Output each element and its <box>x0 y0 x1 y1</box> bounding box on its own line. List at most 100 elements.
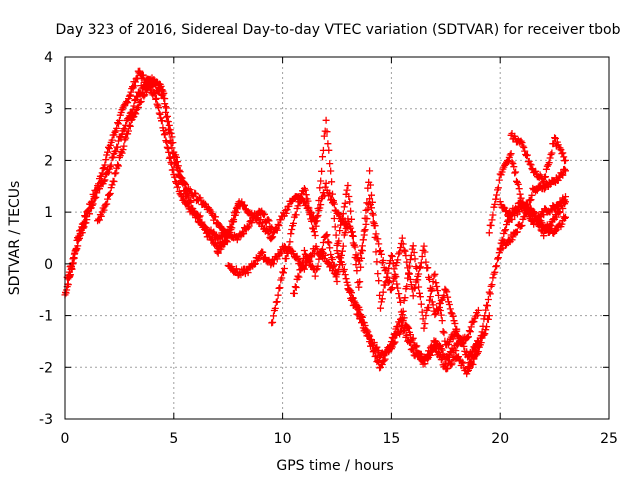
data-point <box>360 231 368 239</box>
axis-ticks <box>64 56 610 420</box>
data-point <box>167 139 175 147</box>
data-point <box>134 93 141 101</box>
data-point <box>520 144 528 151</box>
data-point <box>506 151 514 159</box>
data-point <box>494 254 502 262</box>
data-point <box>290 290 298 297</box>
data-point <box>507 150 515 158</box>
data-point <box>511 169 519 177</box>
data-point <box>169 150 177 158</box>
data-point <box>325 146 333 154</box>
data-point <box>230 216 238 224</box>
data-point <box>527 161 535 169</box>
data-point <box>430 272 438 280</box>
data-point <box>494 255 501 263</box>
data-point <box>362 220 370 228</box>
data-point <box>416 263 424 271</box>
data-point <box>261 210 268 218</box>
data-point <box>491 268 499 276</box>
data-point <box>395 290 403 298</box>
data-point <box>320 132 328 140</box>
data-point <box>474 306 482 314</box>
data-point <box>165 121 173 129</box>
data-point <box>466 328 474 336</box>
data-point <box>340 203 348 211</box>
data-point <box>313 217 321 225</box>
data-point <box>70 250 78 258</box>
data-point <box>287 230 295 238</box>
data-point <box>368 191 375 199</box>
data-point <box>310 228 318 236</box>
data-point <box>244 269 252 277</box>
data-point <box>541 185 549 193</box>
data-point <box>331 223 339 231</box>
data-point <box>125 92 133 100</box>
data-point <box>319 153 326 161</box>
data-point <box>311 232 319 239</box>
data-point <box>453 325 461 333</box>
data-point <box>341 271 349 279</box>
data-point <box>307 208 315 216</box>
x-tick-label: 15 <box>382 431 400 447</box>
data-point <box>232 265 240 273</box>
data-point <box>292 284 300 291</box>
data-point <box>406 276 414 283</box>
data-point <box>309 224 316 232</box>
data-point <box>420 324 428 332</box>
data-point <box>346 198 354 206</box>
data-point <box>428 298 436 306</box>
data-point <box>275 222 283 230</box>
data-point <box>214 249 222 257</box>
data-point <box>339 242 347 250</box>
data-point <box>518 222 526 229</box>
data-point <box>485 229 493 237</box>
data-point <box>546 154 554 162</box>
data-point <box>509 160 517 168</box>
data-point <box>503 221 510 229</box>
data-point <box>480 315 488 323</box>
data-point <box>530 208 538 216</box>
data-point <box>297 266 305 274</box>
data-point <box>413 342 421 350</box>
data-point <box>322 116 330 124</box>
data-point <box>198 218 206 226</box>
data-point <box>434 287 442 295</box>
data-point <box>532 167 540 175</box>
data-point <box>406 331 414 339</box>
data-point <box>330 215 338 222</box>
y-tick-label: -3 <box>39 412 53 428</box>
data-point <box>403 258 411 266</box>
data-point <box>70 254 78 262</box>
data-point <box>409 242 417 250</box>
data-point <box>426 275 433 283</box>
data-point <box>143 88 151 96</box>
data-point <box>364 205 372 213</box>
data-point <box>387 252 395 259</box>
data-point <box>75 235 83 243</box>
data-point <box>112 169 120 177</box>
data-point <box>378 361 386 368</box>
data-point <box>523 151 531 159</box>
data-point <box>559 149 567 157</box>
data-point <box>361 325 369 333</box>
series-track-i <box>344 285 482 372</box>
data-point <box>315 197 323 204</box>
series-track-c <box>94 79 276 244</box>
data-point <box>369 211 377 219</box>
data-point <box>411 284 419 292</box>
data-point <box>248 219 256 227</box>
data-point <box>64 275 72 283</box>
data-point <box>172 158 180 166</box>
data-point <box>115 162 122 170</box>
data-point <box>426 293 434 301</box>
data-point <box>443 288 451 296</box>
data-point <box>467 323 475 331</box>
data-point <box>477 332 485 340</box>
data-point <box>417 350 425 358</box>
data-point <box>416 289 423 297</box>
data-point <box>355 310 363 318</box>
data-point <box>371 222 379 230</box>
data-point <box>348 232 356 240</box>
data-point <box>152 94 160 102</box>
